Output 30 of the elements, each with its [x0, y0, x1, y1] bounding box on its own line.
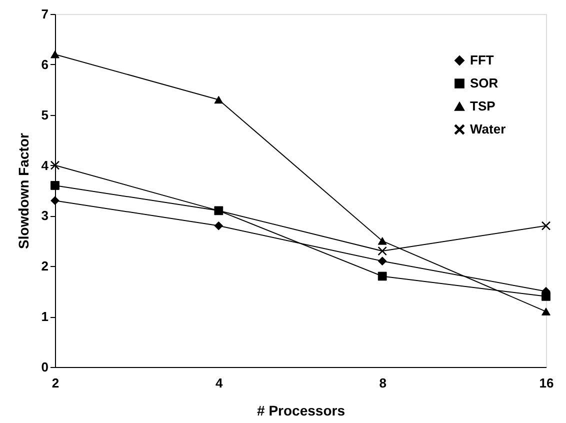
point — [378, 272, 387, 281]
y-axis-title: Slowdown Factor — [15, 132, 32, 249]
point — [542, 221, 550, 230]
legend-label: Water — [470, 122, 506, 136]
x-axis-title: # Processors — [257, 402, 346, 418]
point — [50, 181, 60, 190]
y-tick-label: 5 — [41, 107, 48, 122]
y-tick-label: 3 — [41, 208, 48, 224]
point — [214, 221, 224, 230]
legend-label: TSP — [470, 98, 496, 114]
point — [378, 237, 387, 245]
legend-label: SOR — [470, 76, 499, 90]
point — [50, 196, 60, 206]
y-tick-label: 7 — [41, 6, 48, 22]
y-tick-label: 1 — [41, 309, 48, 324]
point — [542, 308, 550, 316]
point — [378, 256, 387, 266]
y-tick-label: 0 — [41, 360, 48, 374]
y-tick-label: 2 — [41, 258, 48, 274]
y-tick-label: 6 — [41, 56, 48, 72]
x-tick-label: 4 — [216, 376, 224, 390]
point — [378, 246, 387, 256]
x-tick-label: 16 — [539, 376, 554, 390]
x-tick-label: 2 — [52, 376, 60, 390]
y-tick-label: 4 — [41, 158, 50, 173]
x-tick-label: 8 — [379, 376, 386, 390]
point — [542, 292, 550, 301]
point — [214, 96, 224, 104]
point — [50, 50, 60, 58]
legend-label: FFT — [470, 52, 494, 68]
